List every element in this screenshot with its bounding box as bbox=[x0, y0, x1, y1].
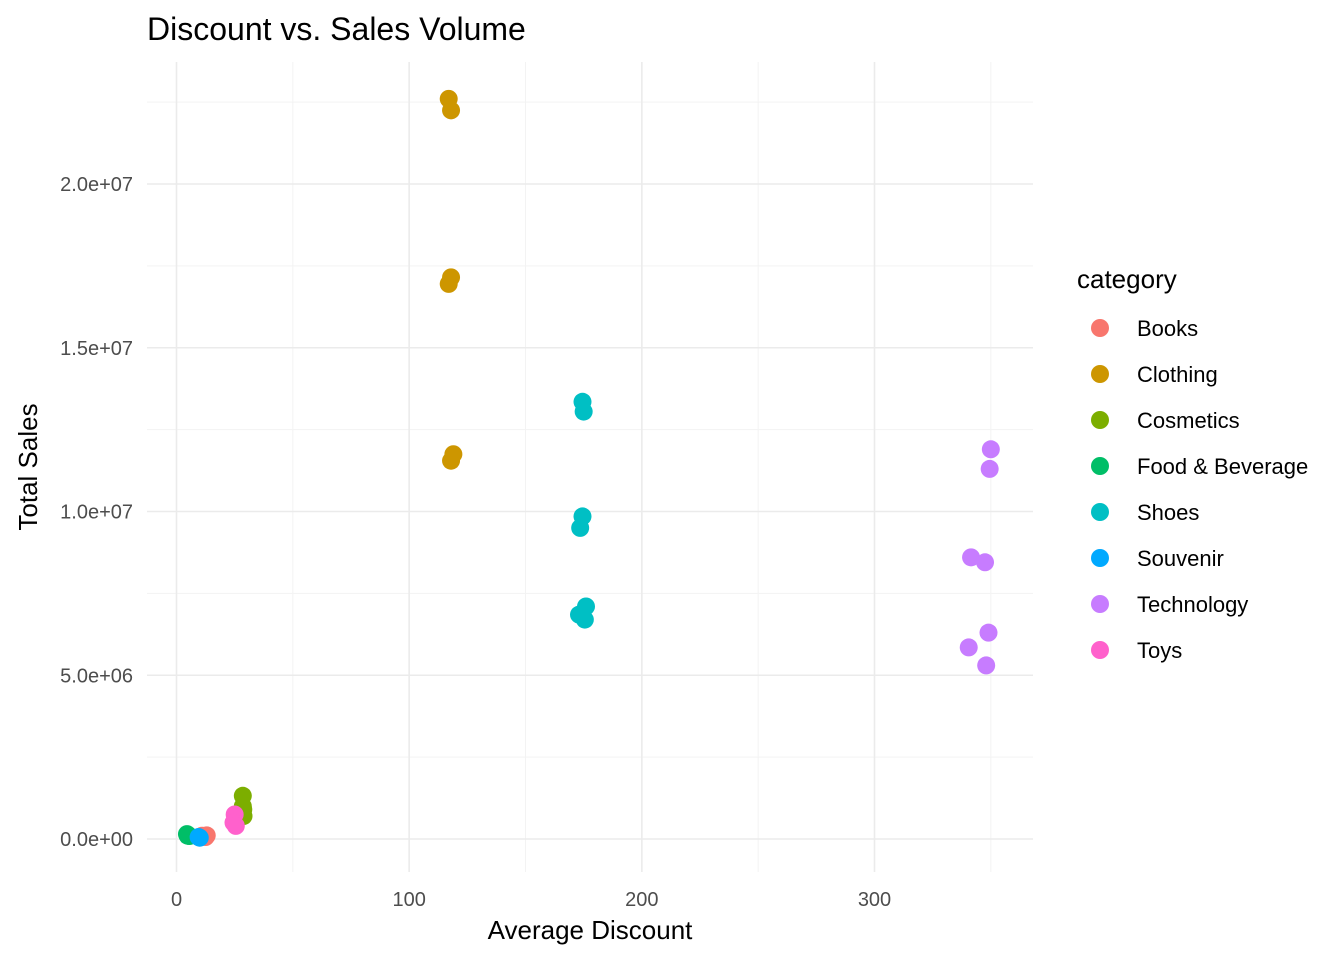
legend-label: Clothing bbox=[1137, 362, 1218, 387]
series-souvenir bbox=[189, 828, 209, 847]
chart-title: Discount vs. Sales Volume bbox=[147, 11, 526, 47]
y-tick-labels: 0.0e+00 5.0e+06 1.0e+07 1.5e+07 2.0e+07 bbox=[60, 174, 133, 851]
series-shoes bbox=[570, 392, 595, 629]
legend-key bbox=[1091, 457, 1109, 475]
legend-key bbox=[1091, 549, 1109, 567]
legend-key bbox=[1091, 595, 1109, 613]
legend-title: category bbox=[1077, 264, 1177, 294]
x-tick-labels: 0 100 200 300 bbox=[171, 889, 891, 911]
x-tick-label: 100 bbox=[392, 889, 425, 911]
x-axis-title: Average Discount bbox=[488, 915, 694, 945]
data-point bbox=[571, 518, 590, 537]
legend-label: Shoes bbox=[1137, 500, 1199, 525]
y-tick-label: 2.0e+07 bbox=[60, 174, 133, 196]
y-tick-label: 1.0e+07 bbox=[60, 502, 133, 524]
x-tick-label: 0 bbox=[171, 889, 182, 911]
legend-key bbox=[1091, 319, 1109, 337]
series-technology bbox=[959, 440, 1000, 675]
data-point bbox=[190, 828, 209, 847]
legend-label: Books bbox=[1137, 316, 1198, 341]
data-point bbox=[959, 638, 978, 657]
legend-key bbox=[1091, 365, 1109, 383]
data-point bbox=[442, 451, 461, 470]
data-point bbox=[439, 274, 458, 293]
legend-item: Toys bbox=[1091, 638, 1182, 663]
series-clothing bbox=[439, 89, 463, 470]
legend-label: Food & Beverage bbox=[1137, 454, 1308, 479]
legend-item: Souvenir bbox=[1091, 546, 1224, 571]
data-point bbox=[962, 548, 981, 567]
y-tick-label: 0.0e+00 bbox=[60, 829, 133, 851]
x-tick-label: 300 bbox=[858, 889, 891, 911]
data-point bbox=[575, 610, 594, 629]
series-toys bbox=[224, 805, 245, 835]
legend-item: Cosmetics bbox=[1091, 408, 1240, 433]
legend-label: Cosmetics bbox=[1137, 408, 1240, 433]
legend-label: Toys bbox=[1137, 638, 1182, 663]
legend-label: Technology bbox=[1137, 592, 1248, 617]
legend-item: Food & Beverage bbox=[1091, 454, 1308, 479]
data-point bbox=[981, 440, 1000, 459]
x-tick-label: 200 bbox=[625, 889, 658, 911]
data-point bbox=[977, 656, 996, 675]
y-axis-title: Total Sales bbox=[13, 403, 43, 530]
legend-label: Souvenir bbox=[1137, 546, 1224, 571]
data-point bbox=[226, 816, 245, 835]
legend: category Books Clothing Cosmetics Food & Be… bbox=[1077, 264, 1308, 663]
data-point bbox=[574, 402, 593, 421]
legend-item: Shoes bbox=[1091, 500, 1199, 525]
legend-key bbox=[1091, 503, 1109, 521]
data-point bbox=[979, 623, 998, 642]
legend-item: Technology bbox=[1091, 592, 1248, 617]
data-point bbox=[976, 553, 995, 572]
data-point bbox=[442, 101, 461, 120]
legend-key bbox=[1091, 411, 1109, 429]
data-point bbox=[980, 459, 999, 478]
legend-item: Books bbox=[1091, 316, 1198, 341]
y-tick-label: 5.0e+06 bbox=[60, 665, 133, 687]
legend-key bbox=[1091, 641, 1109, 659]
legend-item: Clothing bbox=[1091, 362, 1218, 387]
y-tick-label: 1.5e+07 bbox=[60, 338, 133, 360]
points-layer bbox=[177, 89, 1000, 847]
grid-layer bbox=[147, 62, 1033, 872]
